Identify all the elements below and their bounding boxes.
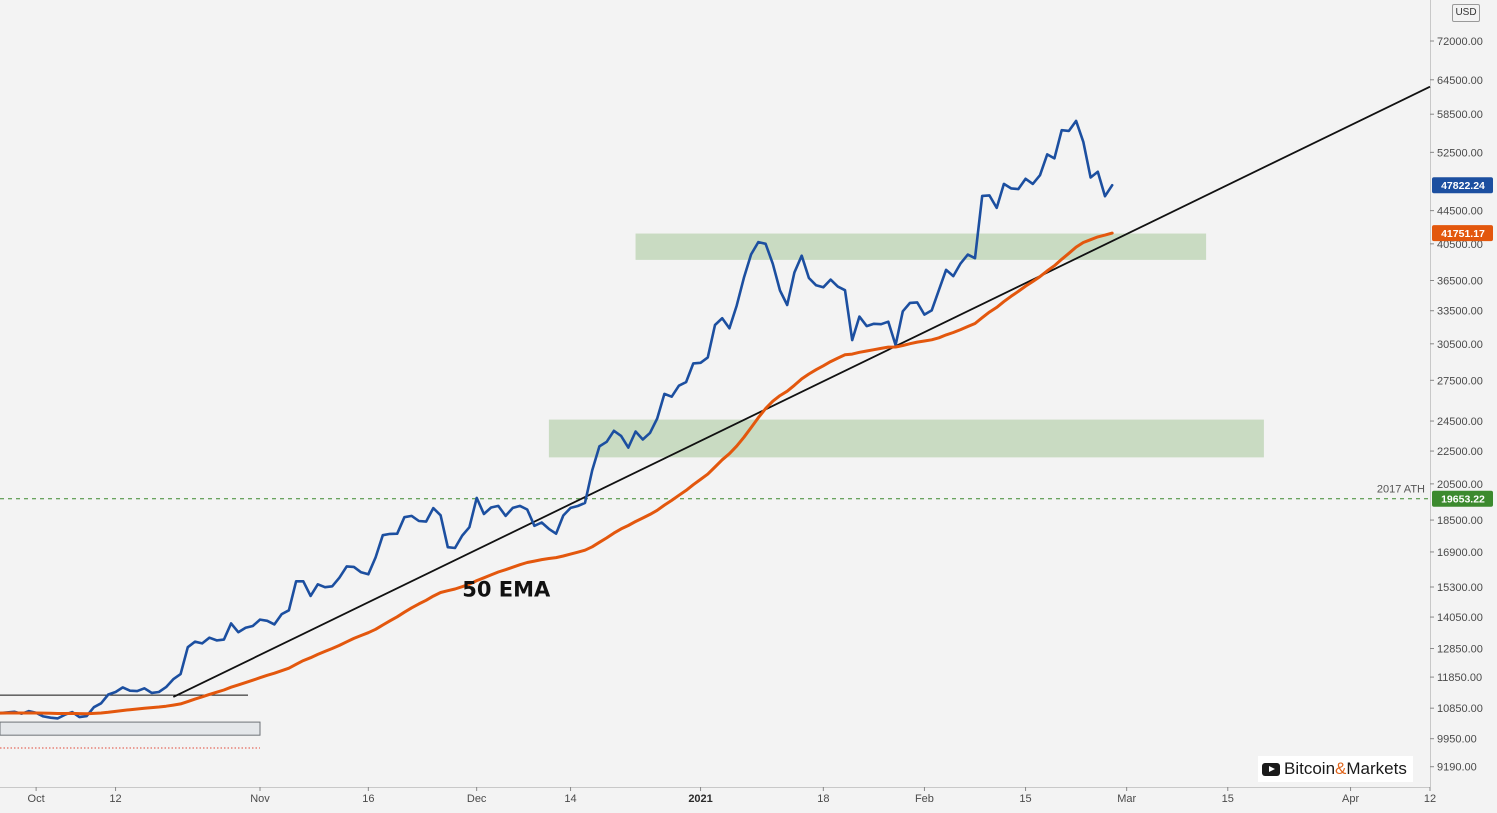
last-price-badge: 47822.24 [1432,177,1493,194]
price-tick-label: 22500.00 [1437,446,1483,458]
time-tick-label: 15 [1222,793,1234,805]
ema-50-line [0,231,1114,716]
badge-bg [1432,177,1493,194]
price-tick-label: 14050.00 [1437,612,1483,624]
time-tick-label: Apr [1342,793,1359,805]
price-tick-label: 33500.00 [1437,306,1483,318]
time-tick-label: Nov [250,793,270,805]
ath-badge-bg [1432,490,1493,507]
price-tick-label: 40500.00 [1437,239,1483,251]
badge-text: 41751.17 [1441,228,1485,240]
time-tick-label: 12 [109,793,121,805]
price-tick-label: 72000.00 [1437,36,1483,48]
ath-badge: 19653.22 [1432,490,1493,507]
currency-button[interactable]: USD [1452,4,1480,22]
price-tick-label: 20500.00 [1437,479,1483,491]
price-tick-label: 11850.00 [1437,672,1482,684]
price-tick-label: 24500.00 [1437,416,1483,428]
time-axis-ticks: Oct 12 Nov 16 Dec 14 2021 18 Feb 15 Mar 15 Apr 12 [28,787,1436,805]
time-tick-label: 2021 [688,793,712,805]
price-tick-label: 36500.00 [1437,275,1483,287]
price-tick-label: 9950.00 [1437,734,1477,746]
price-tick-label: 27500.00 [1437,375,1483,387]
brand-suffix: Markets [1346,759,1407,778]
time-tick-label: 18 [817,793,829,805]
price-tick-label: 10850.00 [1437,703,1483,715]
price-tick-label: 52500.00 [1437,147,1483,159]
brand-prefix: Bitcoin [1284,759,1336,778]
time-tick-label: Feb [915,793,934,805]
price-tick-label: 16900.00 [1437,547,1483,559]
time-tick-label: 15 [1019,793,1031,805]
time-tick-label: Dec [467,793,487,805]
support-zone-1 [635,233,1207,260]
price-tick-label: 30500.00 [1437,339,1483,351]
brand-watermark: Bitcoin & Markets [1258,756,1413,782]
ema-annotation: 50 EMA [462,577,551,601]
price-tick-label: 58500.00 [1437,109,1483,121]
time-tick-label: 14 [564,793,576,805]
support-zone-2 [548,419,1264,458]
price-line [0,119,1114,720]
badge-bg [1432,225,1493,242]
ema-price-badge: 41751.17 [1432,225,1493,242]
trendline [172,85,1431,698]
ath-badge-text: 19653.22 [1441,494,1485,506]
time-tick-label: Oct [28,793,45,805]
badge-text: 47822.24 [1441,180,1485,192]
price-tick-label: 64500.00 [1437,75,1483,87]
time-tick-label: 16 [362,793,374,805]
ath-label: 2017 ATH [1377,484,1425,496]
price-tick-label: 18500.00 [1437,515,1483,527]
price-tick-label: 15300.00 [1437,582,1483,594]
price-axis-ticks: 72000.00 64500.00 58500.00 52500.00 44500.00… [1430,36,1483,774]
price-tick-label: 12850.00 [1437,644,1483,656]
brand-amp: & [1335,759,1347,778]
play-icon [1262,762,1280,776]
time-tick-label: Mar [1117,793,1136,805]
support-zone-3 [0,721,261,736]
time-tick-label: 12 [1424,793,1436,805]
price-tick-label: 9190.00 [1437,762,1477,774]
price-tick-label: 44500.00 [1437,206,1483,218]
